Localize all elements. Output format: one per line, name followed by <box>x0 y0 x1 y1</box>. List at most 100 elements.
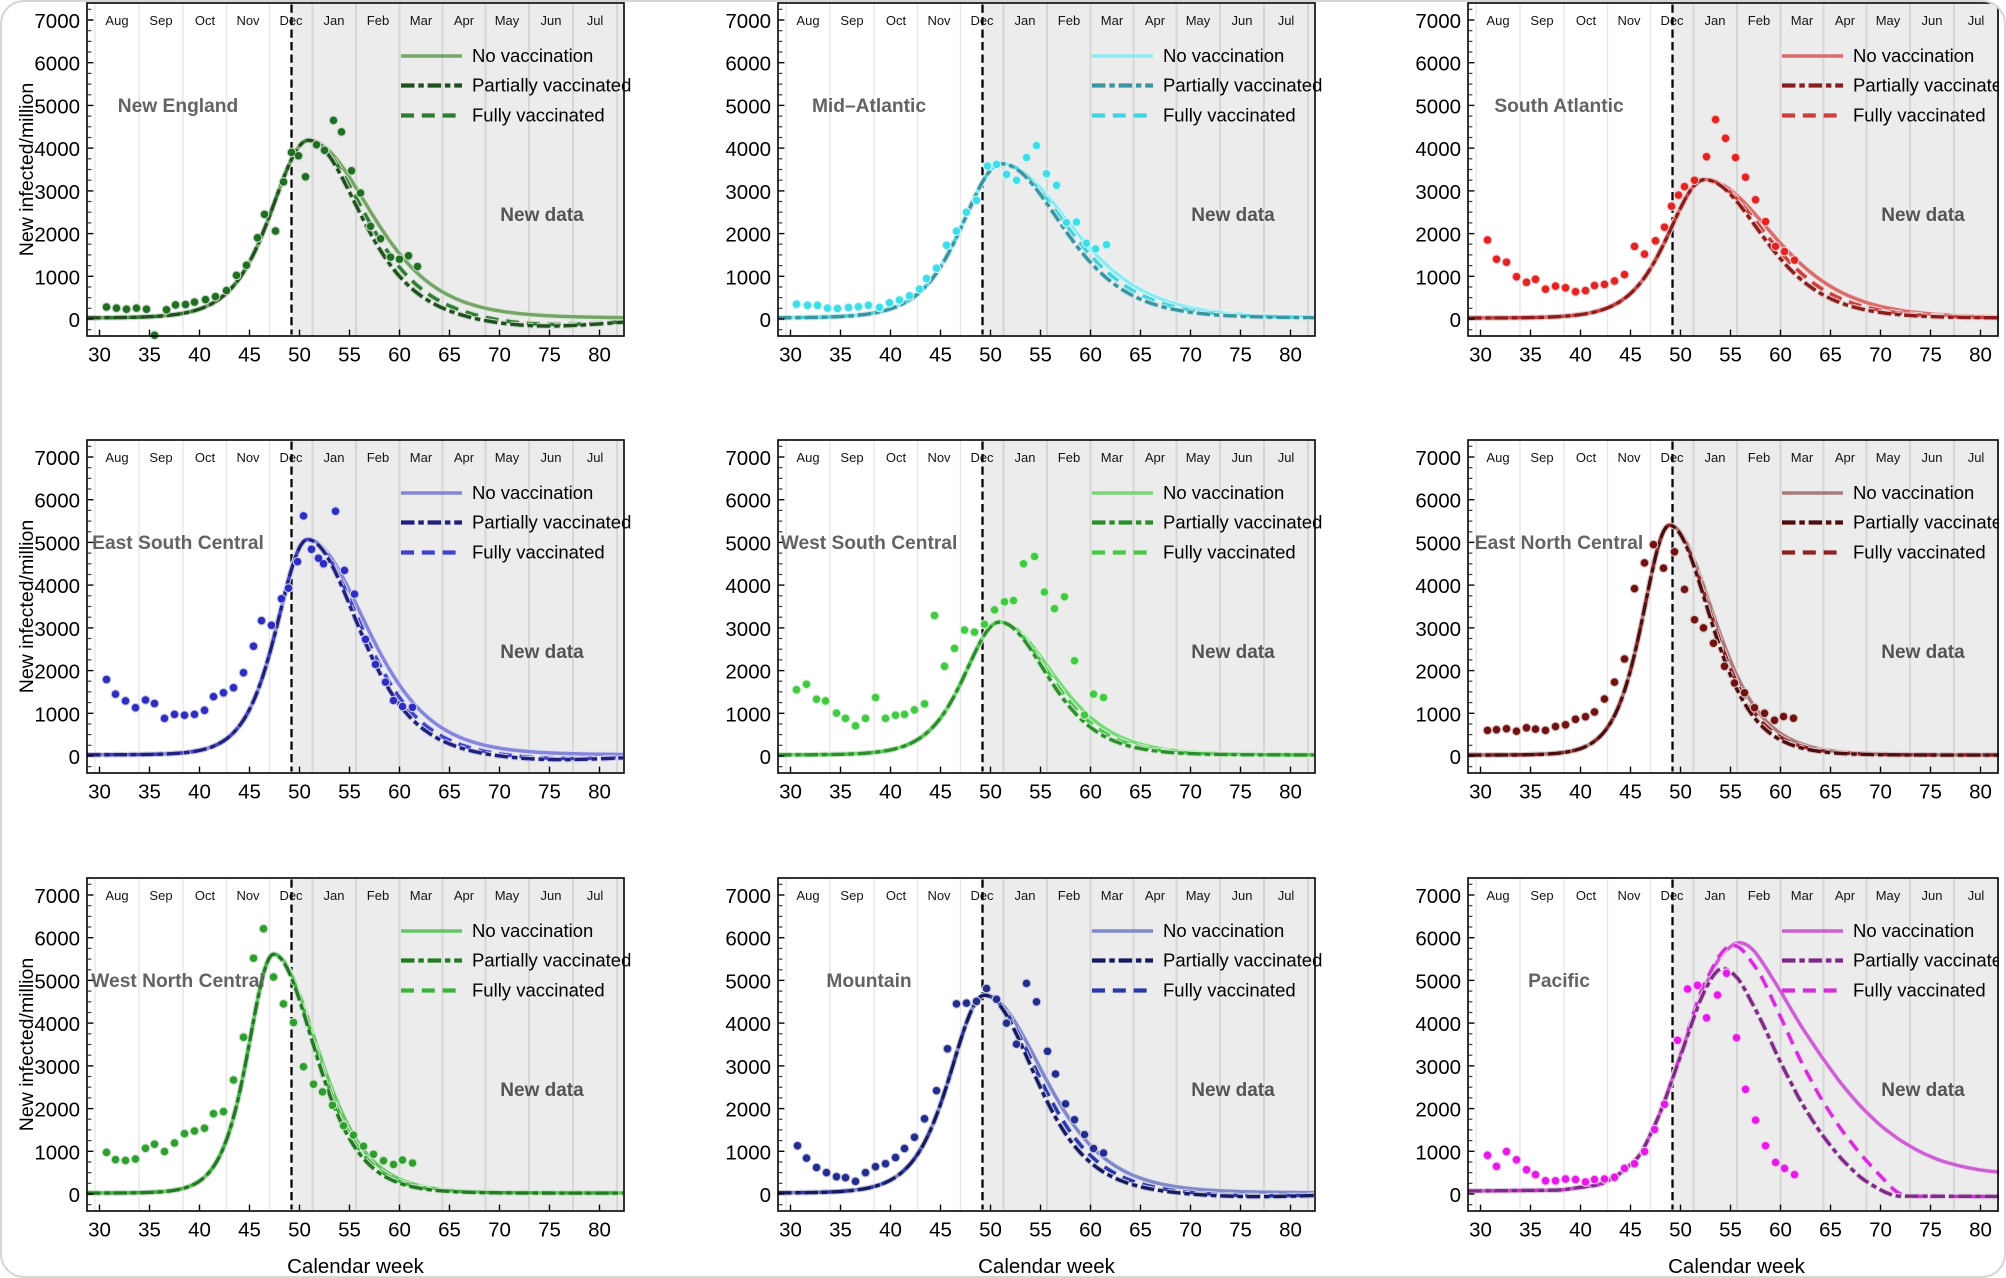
svg-text:Jun: Jun <box>541 888 562 903</box>
svg-text:7000: 7000 <box>725 10 771 33</box>
svg-text:Fully vaccinated: Fully vaccinated <box>1163 980 1296 1001</box>
svg-text:Apr: Apr <box>454 13 475 28</box>
svg-text:Feb: Feb <box>1748 450 1770 465</box>
svg-text:Oct: Oct <box>1576 13 1597 28</box>
svg-text:30: 30 <box>779 1219 802 1242</box>
svg-text:75: 75 <box>1919 781 1942 804</box>
svg-text:40: 40 <box>1569 344 1592 367</box>
svg-text:New data: New data <box>500 1080 584 1101</box>
svg-text:7000: 7000 <box>1415 447 1461 470</box>
svg-text:60: 60 <box>388 781 411 804</box>
svg-text:3000: 3000 <box>1415 1056 1461 1079</box>
svg-text:East South Central: East South Central <box>92 533 264 554</box>
svg-text:45: 45 <box>1619 1219 1642 1242</box>
svg-text:65: 65 <box>438 1219 461 1242</box>
svg-text:Oct: Oct <box>195 13 216 28</box>
svg-text:Mar: Mar <box>1791 450 1814 465</box>
svg-text:New infected/million: New infected/million <box>16 520 38 693</box>
svg-text:Dec: Dec <box>279 888 303 903</box>
svg-text:60: 60 <box>1769 344 1792 367</box>
svg-text:0: 0 <box>760 1184 771 1207</box>
svg-text:1000: 1000 <box>725 1141 771 1164</box>
svg-text:60: 60 <box>1079 781 1102 804</box>
svg-text:55: 55 <box>1029 1219 1052 1242</box>
svg-text:45: 45 <box>929 1219 952 1242</box>
svg-text:65: 65 <box>1129 1219 1152 1242</box>
svg-text:West North Central: West North Central <box>91 971 264 992</box>
svg-text:3000: 3000 <box>1415 181 1461 204</box>
svg-text:New data: New data <box>1191 642 1275 663</box>
svg-text:No vaccination: No vaccination <box>1163 920 1284 941</box>
svg-text:Partially vaccinated: Partially vaccinated <box>1163 512 1322 533</box>
svg-text:4000: 4000 <box>34 1013 80 1036</box>
svg-text:50: 50 <box>979 344 1002 367</box>
svg-text:Jul: Jul <box>587 888 604 903</box>
svg-text:75: 75 <box>538 781 561 804</box>
svg-text:45: 45 <box>1619 344 1642 367</box>
svg-text:45: 45 <box>1619 781 1642 804</box>
svg-text:Dec: Dec <box>1660 888 1684 903</box>
svg-text:Partially vaccinated: Partially vaccinated <box>472 950 631 971</box>
svg-text:Calendar week: Calendar week <box>287 1255 424 1278</box>
svg-text:65: 65 <box>1819 1219 1842 1242</box>
svg-text:1000: 1000 <box>1415 1141 1461 1164</box>
svg-text:50: 50 <box>288 1219 311 1242</box>
svg-text:Mar: Mar <box>1101 888 1124 903</box>
svg-text:6000: 6000 <box>1415 490 1461 513</box>
svg-text:50: 50 <box>1669 781 1692 804</box>
svg-text:40: 40 <box>188 344 211 367</box>
svg-text:Mar: Mar <box>1791 888 1814 903</box>
svg-text:7000: 7000 <box>34 447 80 470</box>
svg-text:75: 75 <box>538 344 561 367</box>
svg-text:70: 70 <box>1869 344 1892 367</box>
svg-text:Sep: Sep <box>1530 450 1553 465</box>
svg-text:70: 70 <box>488 344 511 367</box>
svg-text:Fully vaccinated: Fully vaccinated <box>1163 542 1296 563</box>
svg-text:Aug: Aug <box>1486 888 1509 903</box>
svg-text:2000: 2000 <box>34 661 80 684</box>
svg-text:New data: New data <box>500 205 584 226</box>
svg-text:Apr: Apr <box>1835 888 1856 903</box>
svg-text:Partially vaccinated: Partially vaccinated <box>1853 512 2006 533</box>
svg-text:Jun: Jun <box>541 13 562 28</box>
svg-text:Nov: Nov <box>927 13 951 28</box>
svg-text:6000: 6000 <box>34 53 80 76</box>
svg-text:65: 65 <box>1129 781 1152 804</box>
svg-text:0: 0 <box>760 309 771 332</box>
svg-text:Jul: Jul <box>1278 888 1295 903</box>
svg-text:May: May <box>1186 13 1211 28</box>
svg-text:30: 30 <box>779 781 802 804</box>
svg-text:6000: 6000 <box>725 490 771 513</box>
svg-text:4000: 4000 <box>725 575 771 598</box>
svg-text:0: 0 <box>760 746 771 769</box>
svg-text:4000: 4000 <box>1415 1013 1461 1036</box>
svg-text:Aug: Aug <box>105 888 128 903</box>
svg-text:50: 50 <box>288 781 311 804</box>
svg-text:35: 35 <box>829 344 852 367</box>
svg-text:4000: 4000 <box>34 575 80 598</box>
svg-text:Sep: Sep <box>1530 888 1553 903</box>
svg-text:Oct: Oct <box>1576 888 1597 903</box>
svg-text:0: 0 <box>69 1184 80 1207</box>
svg-text:60: 60 <box>388 1219 411 1242</box>
svg-text:35: 35 <box>138 781 161 804</box>
svg-text:Jan: Jan <box>1015 13 1036 28</box>
svg-text:Nov: Nov <box>236 888 260 903</box>
svg-text:Feb: Feb <box>367 13 389 28</box>
svg-text:45: 45 <box>238 781 261 804</box>
svg-text:40: 40 <box>879 344 902 367</box>
svg-text:No vaccination: No vaccination <box>1853 920 1974 941</box>
svg-text:6000: 6000 <box>1415 928 1461 951</box>
svg-text:Sep: Sep <box>149 888 172 903</box>
svg-text:Oct: Oct <box>195 888 216 903</box>
svg-text:50: 50 <box>979 781 1002 804</box>
svg-text:Pacific: Pacific <box>1528 971 1590 992</box>
svg-text:3000: 3000 <box>34 1056 80 1079</box>
svg-text:1000: 1000 <box>725 266 771 289</box>
svg-text:30: 30 <box>1469 344 1492 367</box>
svg-text:May: May <box>495 888 520 903</box>
svg-text:Mid–Atlantic: Mid–Atlantic <box>812 96 926 117</box>
svg-text:75: 75 <box>1229 1219 1252 1242</box>
svg-text:Apr: Apr <box>1145 888 1166 903</box>
svg-text:New data: New data <box>1191 1080 1275 1101</box>
